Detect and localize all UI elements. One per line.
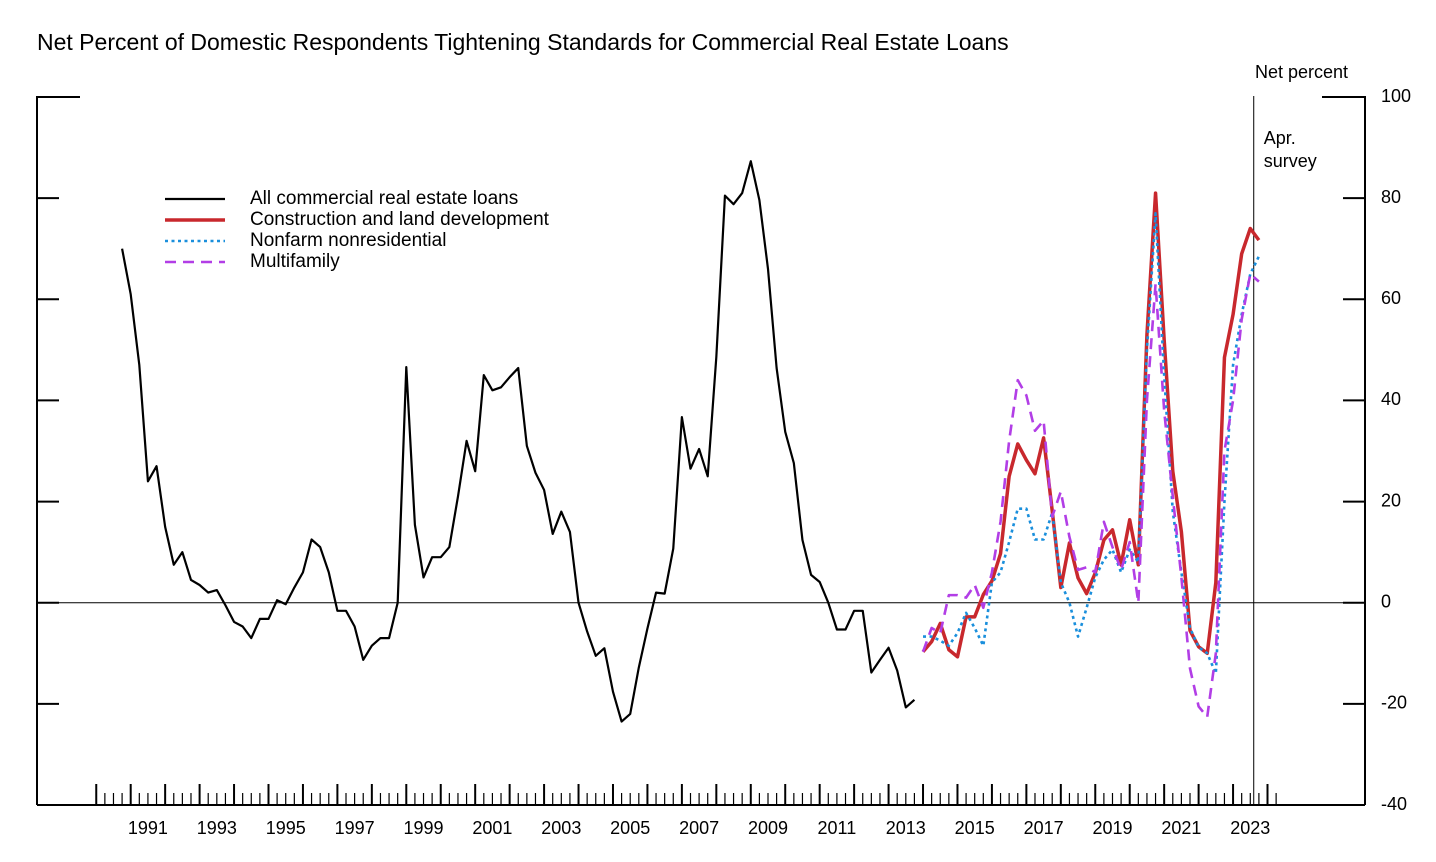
x-tick-label: 2017	[1024, 818, 1064, 838]
annotation-text: survey	[1264, 151, 1317, 171]
x-tick-label: 2003	[541, 818, 581, 838]
series-line	[921, 272, 1260, 719]
legend-label: Construction and land development	[250, 209, 550, 230]
y-axis-label: Net percent	[1255, 62, 1348, 82]
x-tick-label: 2013	[886, 818, 926, 838]
chart-title: Net Percent of Domestic Respondents Tigh…	[37, 29, 1009, 55]
x-tick-label: 2019	[1092, 818, 1132, 838]
x-tick-label: 1997	[335, 818, 375, 838]
x-tick-label: 1995	[266, 818, 306, 838]
x-tick-label: 1991	[128, 818, 168, 838]
legend-label: Multifamily	[250, 251, 340, 272]
y-tick-label: 40	[1381, 389, 1401, 409]
x-tick-label: 2015	[955, 818, 995, 838]
legend-label: All commercial real estate loans	[250, 188, 518, 209]
y-tick-label: 60	[1381, 288, 1401, 308]
series-line	[921, 191, 1261, 659]
x-tick-label: 2005	[610, 818, 650, 838]
x-tick-label: 1999	[403, 818, 443, 838]
y-tick-label: -40	[1381, 794, 1407, 814]
series-line	[923, 212, 1261, 675]
annotation-text: Apr.	[1264, 128, 1296, 148]
x-tick-label: 2021	[1161, 818, 1201, 838]
x-tick-label: 1993	[197, 818, 237, 838]
y-tick-label: 80	[1381, 187, 1401, 207]
y-tick-label: -20	[1381, 693, 1407, 713]
legend-label: Nonfarm nonresidential	[250, 230, 446, 251]
x-tick-label: 2001	[472, 818, 512, 838]
series-line	[121, 160, 916, 723]
x-tick-label: 2011	[818, 818, 857, 838]
y-tick-label: 100	[1381, 86, 1411, 106]
y-tick-label: 0	[1381, 591, 1391, 611]
x-tick-label: 2023	[1230, 818, 1270, 838]
x-tick-label: 2009	[748, 818, 788, 838]
y-tick-label: 20	[1381, 490, 1401, 510]
x-tick-label: 2007	[679, 818, 719, 838]
